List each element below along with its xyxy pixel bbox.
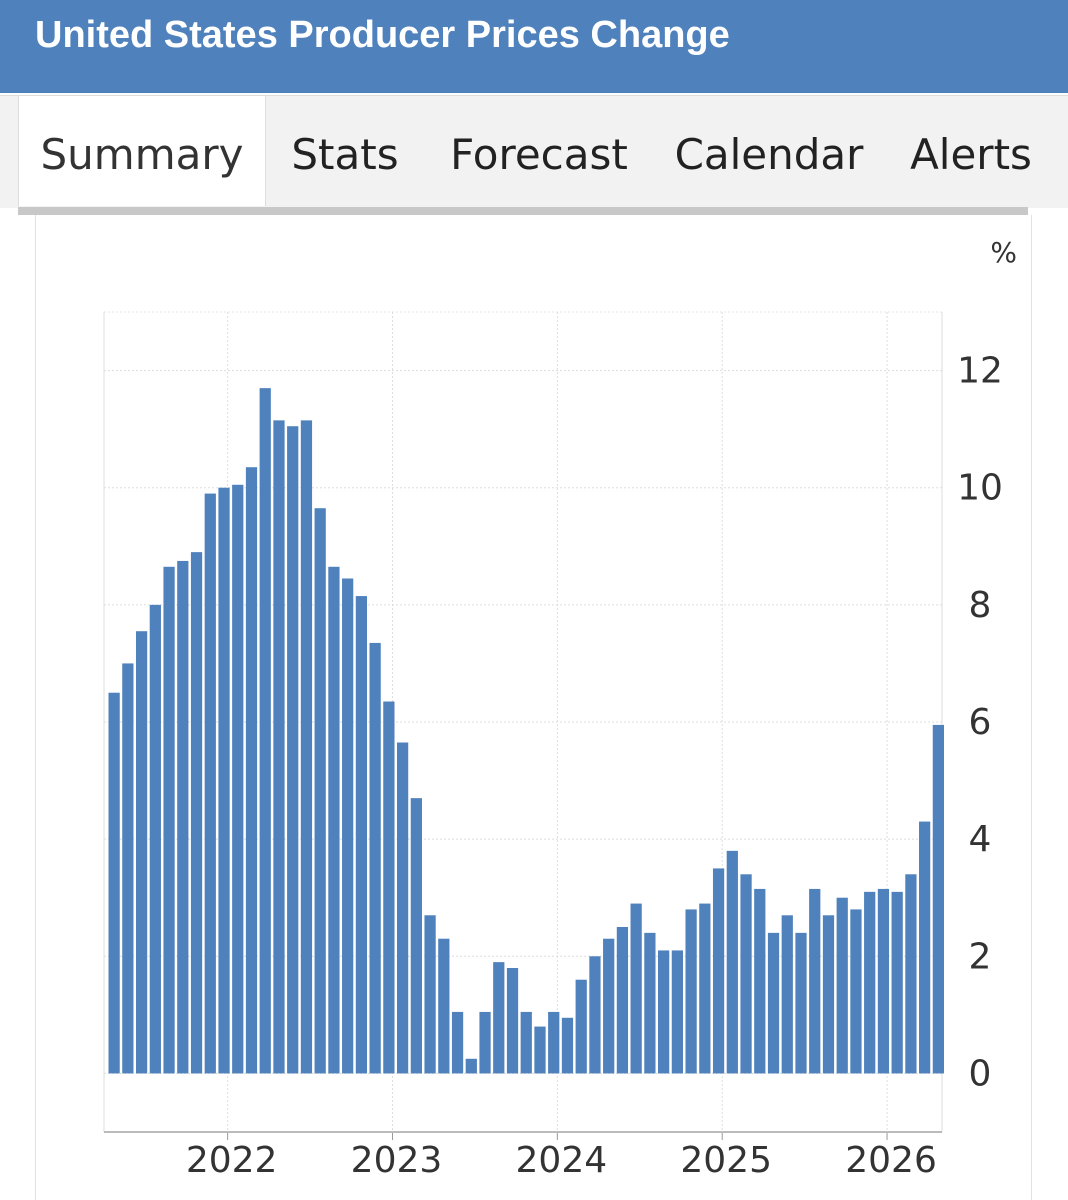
bar bbox=[506, 968, 519, 1074]
bar bbox=[314, 508, 326, 1074]
tab[interactable]: Stats bbox=[291, 130, 399, 179]
x-tick-label: 2026 bbox=[845, 1140, 937, 1181]
bar bbox=[383, 701, 395, 1074]
y-tick-label: 4 bbox=[969, 819, 992, 860]
bar bbox=[589, 956, 601, 1074]
bar bbox=[575, 979, 587, 1074]
tab[interactable]: Calendar bbox=[674, 130, 864, 179]
bar bbox=[259, 388, 271, 1074]
bar bbox=[218, 487, 230, 1074]
bar bbox=[685, 909, 697, 1074]
bar bbox=[658, 950, 670, 1074]
bar bbox=[850, 909, 862, 1074]
bar bbox=[603, 938, 615, 1074]
bar bbox=[712, 868, 725, 1074]
unit-label: % bbox=[990, 236, 1017, 269]
bar bbox=[232, 484, 244, 1074]
bar bbox=[740, 874, 752, 1074]
bar bbox=[438, 938, 450, 1074]
bar bbox=[355, 596, 368, 1074]
y-tick-label: 8 bbox=[969, 585, 992, 626]
bar bbox=[891, 891, 903, 1074]
bar bbox=[644, 932, 656, 1074]
x-tick-label: 2023 bbox=[351, 1140, 443, 1181]
y-tick-label: 0 bbox=[969, 1053, 992, 1094]
bar bbox=[726, 850, 738, 1074]
tab[interactable]: Alerts bbox=[910, 130, 1032, 179]
bar bbox=[822, 915, 835, 1074]
bar bbox=[754, 888, 766, 1074]
bar bbox=[410, 798, 422, 1074]
bar bbox=[795, 932, 807, 1074]
bar bbox=[781, 915, 793, 1074]
bar bbox=[177, 560, 189, 1074]
bar bbox=[149, 604, 161, 1074]
bar bbox=[809, 888, 821, 1074]
x-tick-label: 2025 bbox=[680, 1140, 772, 1181]
page-title: United States Producer Prices Change bbox=[35, 14, 730, 56]
bar bbox=[534, 1026, 546, 1074]
bar bbox=[919, 821, 931, 1074]
bar bbox=[836, 897, 848, 1074]
bar bbox=[699, 903, 711, 1074]
tab[interactable]: Forecast bbox=[450, 130, 628, 179]
bar bbox=[300, 420, 313, 1074]
bar bbox=[396, 742, 409, 1074]
bar bbox=[767, 932, 780, 1074]
bar bbox=[465, 1058, 477, 1074]
tab-bar: Summary Stats Forecast Calendar Alerts bbox=[0, 95, 1068, 208]
bar bbox=[108, 692, 120, 1074]
y-tick-label: 6 bbox=[969, 702, 992, 743]
y-tick-label: 2 bbox=[969, 936, 992, 977]
bar bbox=[163, 566, 175, 1074]
bar bbox=[273, 420, 285, 1074]
bar bbox=[548, 1011, 560, 1074]
bar bbox=[342, 578, 354, 1074]
bar bbox=[877, 888, 890, 1074]
bar bbox=[905, 874, 917, 1074]
y-tick-label: 12 bbox=[957, 351, 1003, 392]
chart-panel bbox=[35, 215, 1032, 1200]
bar bbox=[122, 663, 134, 1074]
bar bbox=[369, 642, 381, 1074]
bar bbox=[671, 950, 683, 1074]
bar bbox=[328, 566, 340, 1074]
bar bbox=[630, 903, 642, 1074]
y-tick-label: 10 bbox=[957, 468, 1003, 509]
x-tick-label: 2022 bbox=[186, 1140, 278, 1181]
bar bbox=[190, 552, 203, 1074]
bar bbox=[287, 426, 299, 1074]
bar bbox=[932, 724, 944, 1074]
bar bbox=[245, 467, 258, 1074]
bar bbox=[204, 493, 216, 1074]
bar bbox=[135, 631, 148, 1074]
header: United States Producer Prices Change bbox=[0, 0, 1068, 93]
bar bbox=[520, 1011, 532, 1074]
tab-underline bbox=[18, 207, 1028, 215]
bar bbox=[493, 962, 505, 1074]
x-tick-label: 2024 bbox=[516, 1140, 608, 1181]
bar bbox=[479, 1011, 491, 1074]
bar bbox=[451, 1011, 464, 1074]
bar bbox=[864, 891, 876, 1074]
tab[interactable]: Summary bbox=[18, 96, 266, 206]
bar bbox=[424, 915, 436, 1074]
bar bbox=[616, 927, 629, 1074]
bar bbox=[561, 1017, 574, 1074]
